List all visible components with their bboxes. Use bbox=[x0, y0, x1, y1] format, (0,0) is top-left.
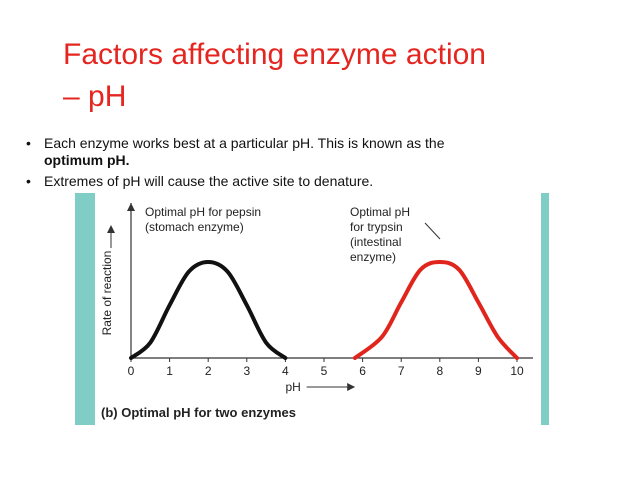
chart-series bbox=[129, 259, 519, 360]
x-axis-label: pH bbox=[285, 380, 300, 394]
chart-caption-panel bbox=[95, 404, 541, 425]
x-tick-label: 0 bbox=[128, 364, 135, 378]
chart-axes bbox=[127, 203, 533, 359]
slide-title-line2: – pH bbox=[63, 80, 127, 113]
x-tick-label: 1 bbox=[166, 364, 173, 378]
trypsin-annotation-pointer bbox=[424, 222, 441, 240]
pepsin-curve bbox=[129, 259, 288, 360]
chart-labels: Rate of reaction pH (b) Optimal pH for two… bbox=[100, 205, 441, 420]
y-label-arrow-icon bbox=[107, 225, 115, 233]
x-tick-label: 2 bbox=[205, 364, 212, 378]
bullet-list: • Each enzyme works best at a particular… bbox=[22, 135, 622, 190]
bullet-icon: • bbox=[26, 173, 31, 189]
x-label-arrow-icon bbox=[347, 383, 356, 391]
bullet-text-2: Extremes of pH will cause the active sit… bbox=[44, 173, 374, 189]
y-axis-arrow-icon bbox=[127, 203, 135, 211]
x-tick-label: 3 bbox=[243, 364, 250, 378]
chart-caption: (b) Optimal pH for two enzymes bbox=[101, 405, 296, 420]
trypsin-annotation-line1: Optimal pH bbox=[350, 205, 410, 219]
trypsin-annotation-line3: (intestinal bbox=[350, 235, 401, 249]
slide-title: Factors affecting enzyme action – pH bbox=[63, 34, 583, 118]
slide-title-line1: Factors affecting enzyme action bbox=[63, 38, 486, 71]
bullet-icon: • bbox=[26, 135, 31, 151]
x-tick-label: 8 bbox=[436, 364, 443, 378]
pepsin-annotation-line2: (stomach enzyme) bbox=[145, 220, 244, 234]
x-tick-label: 7 bbox=[398, 364, 405, 378]
trypsin-annotation-line2: for trypsin bbox=[350, 220, 403, 234]
y-axis-label: Rate of reaction bbox=[100, 251, 114, 336]
pepsin-annotation-line1: Optimal pH for pepsin bbox=[145, 205, 261, 219]
bullet-item-2: • Extremes of pH will cause the active s… bbox=[22, 173, 622, 190]
x-tick-label: 9 bbox=[475, 364, 482, 378]
bullet-text-1: Each enzyme works best at a particular p… bbox=[44, 135, 445, 151]
x-tick-label: 10 bbox=[510, 364, 524, 378]
trypsin-annotation-line4: enzyme) bbox=[350, 250, 396, 264]
trypsin-curve bbox=[352, 259, 519, 360]
enzyme-ph-chart: 0 1 2 3 4 5 6 7 8 9 10 Rate of reaction pH (b) Optim… bbox=[75, 193, 549, 425]
x-tick-label: 6 bbox=[359, 364, 366, 378]
x-tick-label: 5 bbox=[321, 364, 328, 378]
x-tick-label: 4 bbox=[282, 364, 289, 378]
chart-panel: 0 1 2 3 4 5 6 7 8 9 10 Rate of reaction pH (b) Optim… bbox=[75, 193, 549, 425]
chart-ticks: 0 1 2 3 4 5 6 7 8 9 10 bbox=[128, 358, 524, 378]
bullet-item-1: • Each enzyme works best at a particular… bbox=[22, 135, 622, 169]
bullet-bold-1: optimum pH. bbox=[44, 152, 130, 168]
